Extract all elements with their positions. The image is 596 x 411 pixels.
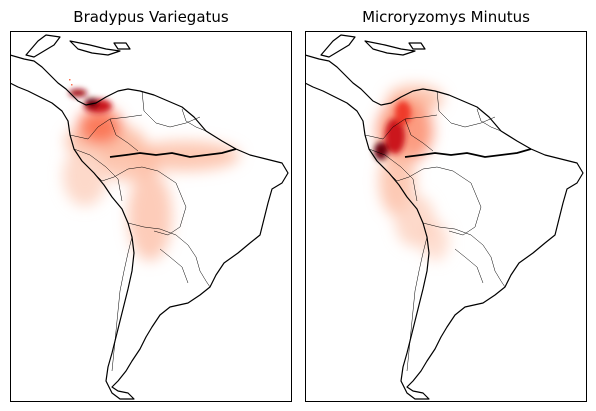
rivers xyxy=(404,148,532,158)
caribbean-speck xyxy=(69,79,73,86)
coastline xyxy=(10,34,289,400)
panel-title-bradypus: Bradypus Variegatus xyxy=(73,8,229,26)
map-panel-bradypus xyxy=(10,31,292,402)
density-core xyxy=(69,89,112,113)
country-borders xyxy=(69,90,211,372)
panel-frame xyxy=(10,31,292,402)
density-layer xyxy=(63,108,240,261)
panel-frame xyxy=(305,31,587,402)
map-panel-microryzomys xyxy=(305,31,587,402)
coastline xyxy=(305,34,584,400)
country-borders xyxy=(364,90,506,372)
panel-title-microryzomys: Microryzomys Minutus xyxy=(362,8,530,26)
density-layer xyxy=(377,85,449,261)
rivers xyxy=(109,148,237,158)
